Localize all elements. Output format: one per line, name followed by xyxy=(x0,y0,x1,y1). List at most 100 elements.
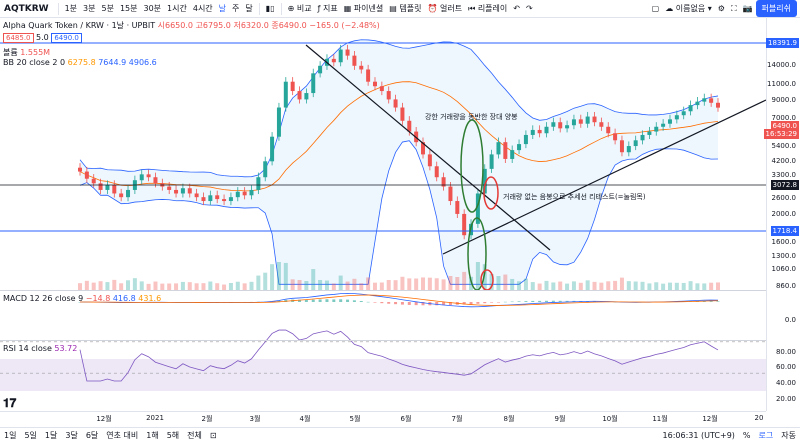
interval-3m[interactable]: 3분 xyxy=(83,4,96,13)
financials-button[interactable]: ▦ 파이넨셜 xyxy=(343,4,384,13)
date-range-icon[interactable]: ⊡ xyxy=(209,430,217,440)
percent-toggle[interactable]: % xyxy=(742,430,751,440)
interval-4h[interactable]: 4시간 xyxy=(192,4,213,13)
macd-hist-bar xyxy=(346,299,350,302)
volume-bar xyxy=(475,262,480,290)
macd-hist-bar xyxy=(407,302,411,305)
range-5d[interactable]: 5일 xyxy=(24,430,37,440)
range-6m[interactable]: 6달 xyxy=(85,430,99,440)
macd-hist-bar xyxy=(538,300,542,302)
candle-body xyxy=(222,199,227,202)
templates-button[interactable]: ▤ 템플릿 xyxy=(389,4,422,13)
interval-1h[interactable]: 1시간 xyxy=(167,4,187,13)
candle-body xyxy=(585,116,590,124)
candle-body xyxy=(167,186,172,190)
volume-bar xyxy=(667,282,672,290)
rsi-tick: 20.00 xyxy=(775,395,796,403)
ask-price-box[interactable]: 6490.0 xyxy=(51,33,82,43)
uptrend-line[interactable] xyxy=(442,99,766,255)
candle-body xyxy=(551,122,556,127)
rsi-series xyxy=(0,329,766,382)
rsi-pane-divider[interactable] xyxy=(0,340,766,341)
annotation-retest[interactable]: 거래량 없는 음봉으로 추세선 리테스트(=눌림목) xyxy=(503,193,646,201)
bottom-toolbar: 1일 5일 1달 3달 6달 연초 대비 1해 5해 전체 ⊡ 16:06:31… xyxy=(0,427,800,442)
redo-icon[interactable]: ↷ xyxy=(525,4,533,13)
bb-lower-value: 4906.6 xyxy=(128,58,157,67)
layout-icon[interactable]: ▢ xyxy=(651,4,660,13)
macd-legend: MACD 12 26 close 9 −14.8 416.8 431.6 xyxy=(3,294,161,303)
alert-button[interactable]: ⏰ 얼러트 xyxy=(427,4,463,13)
volume-bar xyxy=(503,274,508,290)
volume-bar xyxy=(455,277,460,290)
interval-1m[interactable]: 1분 xyxy=(64,4,78,13)
replay-button[interactable]: ⏮ 리플레이 xyxy=(468,4,508,13)
undo-icon[interactable]: ↶ xyxy=(513,4,520,13)
bid-price-box[interactable]: 6485.0 xyxy=(3,33,34,43)
range-1d[interactable]: 1일 xyxy=(4,430,17,440)
toolbar-right: ▢ ☁ 이름없음 ▾ ⚙ ⛶ 📷 퍼블리쉬 xyxy=(649,0,800,17)
volume-bar xyxy=(613,280,618,290)
macd-series xyxy=(78,292,720,308)
interval-day[interactable]: 날 xyxy=(218,4,227,13)
volume-legend: 볼륨 1.555M xyxy=(3,47,50,58)
interval-30m[interactable]: 30분 xyxy=(143,4,162,13)
layout-name-button[interactable]: ☁ 이름없음 ▾ xyxy=(665,4,712,13)
macd-line-value: 416.8 xyxy=(112,294,136,303)
annotation-strong-volume[interactable]: 강한 거래량을 동반한 장대 양봉 xyxy=(425,113,518,121)
volume-bar xyxy=(105,282,110,290)
candle-style-icon[interactable]: ▮▯ xyxy=(265,4,275,13)
financials-label: 파이넨셜 xyxy=(353,4,384,13)
interval-5m[interactable]: 5분 xyxy=(101,4,114,13)
macd-tick: 0.0 xyxy=(784,316,796,324)
price-tick: 860.0 xyxy=(775,282,796,290)
camera-icon[interactable]: 📷 xyxy=(742,4,753,13)
time-axis[interactable]: 12월 2021 2월 3월 4월 5월 6월 7월 8월 9월 10월 11월… xyxy=(0,411,766,425)
range-all[interactable]: 전체 xyxy=(187,430,202,440)
retest-candle-ellipse[interactable] xyxy=(483,176,499,210)
interval-month[interactable]: 달 xyxy=(245,4,253,13)
log-toggle[interactable]: 로그 xyxy=(758,430,774,440)
range-3m[interactable]: 3달 xyxy=(65,430,78,440)
settings-gear-icon[interactable]: ⚙ xyxy=(717,4,725,13)
macd-pane-divider[interactable] xyxy=(0,290,766,291)
compare-button[interactable]: ⊕ 비교 xyxy=(287,4,312,13)
interval-week[interactable]: 주 xyxy=(232,4,240,13)
indicators-button[interactable]: ƒ 지표 xyxy=(317,4,338,13)
volume-label[interactable]: 볼륨 xyxy=(3,48,18,57)
macd-signal-line xyxy=(79,294,719,306)
bb-lower-line xyxy=(79,140,719,285)
symbol-title[interactable]: Alpha Quark Token / KRW · 1날 · UPBIT xyxy=(3,21,156,30)
volume-bar xyxy=(674,282,679,290)
rsi-label[interactable]: RSI 14 close xyxy=(3,344,52,353)
tradingview-logo-icon[interactable]: 𝟏𝟕 xyxy=(3,396,17,410)
price-axis[interactable]: 18391.9 14000.0 11000.0 9000.0 7000.0 64… xyxy=(763,18,800,411)
clock-time[interactable]: 16:06:31 (UTC+9) xyxy=(662,430,735,440)
ohlc-open: 시6650.0 xyxy=(157,21,193,30)
volume-bar xyxy=(331,283,336,290)
bb-label[interactable]: BB 20 close 2 0 xyxy=(3,58,66,67)
candle-body xyxy=(537,129,542,134)
range-5y[interactable]: 5해 xyxy=(166,430,180,440)
macd-hist-bar xyxy=(702,301,706,302)
auto-toggle[interactable]: 자동 xyxy=(781,430,796,440)
publish-button[interactable]: 퍼블리쉬 xyxy=(755,0,797,17)
interval-15m[interactable]: 15분 xyxy=(119,4,138,13)
fullscreen-icon[interactable]: ⛶ xyxy=(730,3,737,13)
main-chart-canvas[interactable] xyxy=(0,18,766,411)
strong-volume-ellipse[interactable] xyxy=(460,119,484,213)
rsi-line xyxy=(79,329,719,382)
candle-body xyxy=(578,119,583,124)
ohlc-change: −165.0 (−2.48%) xyxy=(309,21,380,30)
candle-body xyxy=(681,111,686,116)
candle-body xyxy=(283,81,288,108)
range-ytd[interactable]: 연초 대비 xyxy=(106,430,139,440)
range-1y[interactable]: 1해 xyxy=(146,430,159,440)
range-1m[interactable]: 1달 xyxy=(44,430,58,440)
downtrend-line[interactable] xyxy=(305,44,551,251)
macd-label[interactable]: MACD 12 26 close 9 xyxy=(3,294,84,303)
volume-bar xyxy=(702,283,707,290)
symbol-search-button[interactable]: AQTKRW xyxy=(4,3,49,14)
volume-bar xyxy=(571,281,576,290)
candle-body xyxy=(661,123,666,127)
candle-body xyxy=(613,133,618,141)
